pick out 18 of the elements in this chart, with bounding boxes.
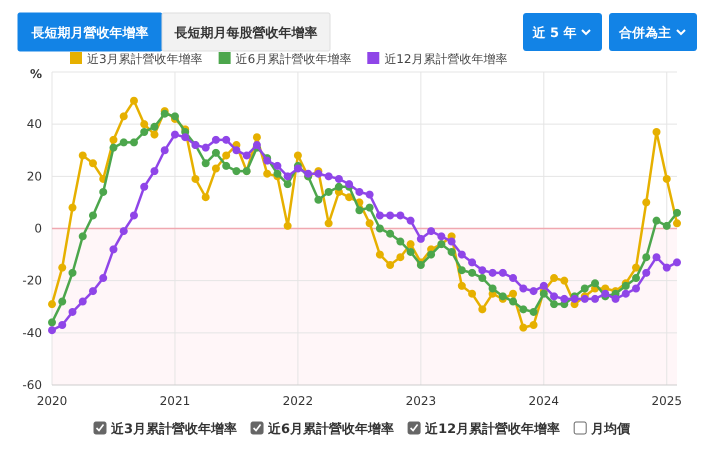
y-axis-title: % [30,67,42,81]
legend-label: 近6月累計營收年增率 [236,52,352,66]
y-tick-label: -60 [22,378,42,392]
x-tick-label: 2023 [406,394,436,408]
legend-label: 近12月累計營收年增率 [384,52,508,66]
x-tick-label: 2020 [36,394,68,408]
y-tick-label: 0 [34,222,42,236]
series-toggles: 近3月累計營收年增率 近6月累計營收年增率 近12月累計營收年增率 月均價 [94,422,630,437]
y-tick-label: 20 [26,169,42,184]
x-tick-label: 2022 [282,394,314,408]
y-tick-label: -40 [22,326,42,340]
x-tick-label: 2021 [160,394,190,408]
legend-label: 近3月累計營收年增率 [87,52,203,66]
controls: 長短期月營收年增率 長短期月每股營收年增率 近 5 年 合併為主 [18,12,697,52]
y-tick-label: 40 [26,117,42,132]
y-tick-label: -20 [22,274,42,288]
x-tick-label: 2025 [651,394,682,408]
x-tick-label: 2024 [528,394,560,408]
